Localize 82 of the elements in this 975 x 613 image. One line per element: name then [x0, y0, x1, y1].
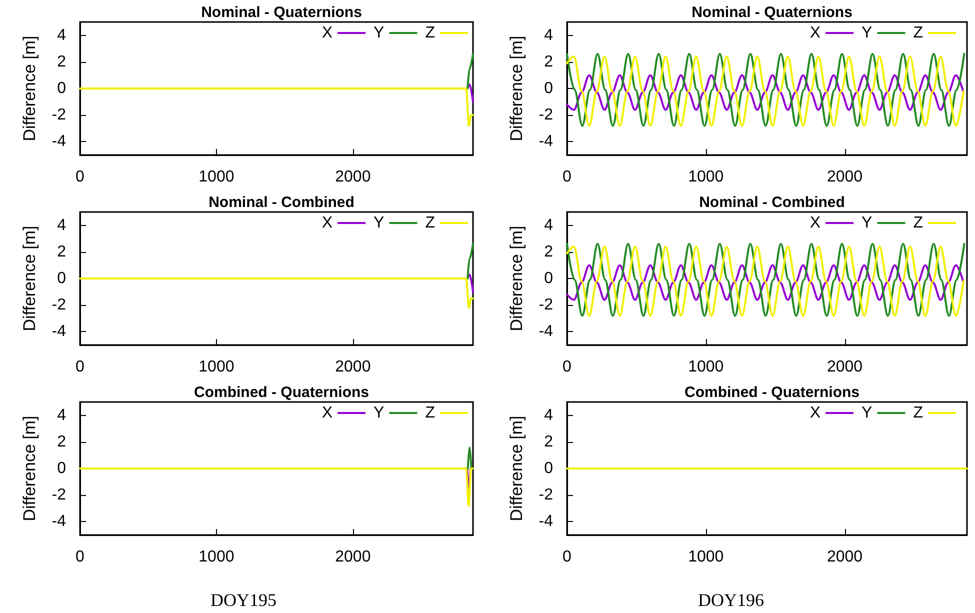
y-axis-title: Difference [m]	[20, 226, 39, 332]
y-tick-label: 4	[544, 406, 554, 424]
y-tick-label: 0	[544, 460, 554, 477]
y-tick-label: -4	[52, 133, 66, 150]
y-tick-label: -2	[538, 296, 554, 314]
x-tick-label: 1000	[198, 358, 234, 376]
x-tick-label: 2000	[335, 548, 371, 566]
x-tick-label: 1000	[688, 168, 724, 186]
y-tick-label: 2	[57, 53, 66, 70]
y-tick-label: 4	[544, 216, 554, 234]
x-tick-label: 2000	[335, 168, 371, 186]
x-tick-label: 0	[562, 168, 572, 186]
x-tick-label: 2000	[335, 358, 371, 376]
text: DOY196	[698, 590, 764, 610]
legend-label: X	[810, 214, 821, 232]
y-tick-label: 4	[544, 26, 554, 44]
x-tick-label: 1000	[198, 548, 234, 566]
y-tick-label: 2	[57, 433, 66, 450]
y-axis-title: Difference [m]	[507, 416, 526, 522]
x-tick-label: 1000	[688, 548, 724, 566]
legend-label: Z	[913, 24, 924, 42]
x-tick-label: 2000	[826, 358, 863, 376]
legend-label: X	[322, 214, 333, 232]
chart-title: Nominal - Combined	[208, 194, 354, 211]
y-tick-label: 2	[544, 243, 554, 260]
chart-title: Combined - Quaternions	[684, 384, 860, 401]
legend-label: Y	[374, 24, 385, 42]
y-tick-label: 2	[57, 243, 66, 260]
y-tick-label: 4	[57, 406, 66, 424]
x-tick-label: 0	[76, 168, 85, 186]
x-tick-label: 1000	[688, 358, 724, 376]
y-tick-label: -2	[538, 486, 554, 504]
y-tick-label: -4	[52, 323, 66, 340]
x-tick-label: 1000	[198, 168, 234, 186]
y-tick-label: -4	[538, 323, 554, 340]
y-tick-label: 0	[544, 270, 554, 287]
y-tick-label: 2	[544, 53, 554, 70]
legend-label: Z	[913, 404, 924, 422]
y-axis-title: Difference [m]	[507, 36, 526, 142]
y-tick-label: -2	[538, 106, 554, 124]
legend-label: X	[322, 404, 333, 422]
legend-label: X	[810, 404, 821, 422]
legend-label: Y	[862, 214, 873, 232]
y-tick-label: -2	[52, 106, 66, 124]
x-tick-label: 0	[76, 548, 85, 566]
y-tick-label: 0	[57, 80, 66, 97]
legend-label: Y	[862, 24, 873, 42]
legend-label: X	[810, 24, 821, 42]
x-tick-label: 2000	[826, 168, 863, 186]
legend-label: Z	[425, 404, 436, 422]
y-tick-label: -2	[52, 486, 66, 504]
legend-label: Y	[374, 404, 385, 422]
y-axis-title: Difference [m]	[20, 416, 39, 522]
y-tick-label: 4	[57, 26, 66, 44]
y-axis-title: Difference [m]	[20, 36, 39, 142]
y-tick-label: 0	[544, 80, 554, 97]
legend-label: Z	[913, 214, 924, 232]
y-tick-label: 4	[57, 216, 66, 234]
text: DOY195	[210, 590, 276, 610]
legend-label: Y	[374, 214, 385, 232]
chart-title: Combined - Quaternions	[194, 384, 370, 401]
y-axis-title: Difference [m]	[507, 226, 526, 332]
y-tick-label: 0	[57, 270, 66, 287]
chart-title: Nominal - Combined	[699, 194, 845, 211]
legend-label: X	[322, 24, 333, 42]
chart-title: Nominal - Quaternions	[692, 4, 852, 21]
line-series	[566, 74, 965, 111]
legend-label: Y	[862, 404, 873, 422]
x-tick-label: 0	[562, 358, 572, 376]
legend-label: Z	[425, 24, 436, 42]
line-series	[566, 264, 965, 301]
x-tick-label: 0	[562, 548, 572, 566]
y-tick-label: 0	[57, 460, 66, 477]
chart-title: Nominal - Quaternions	[201, 4, 362, 21]
legend-label: Z	[425, 214, 436, 232]
y-tick-label: -4	[538, 513, 554, 530]
y-tick-label: -4	[52, 513, 66, 530]
x-tick-label: 0	[76, 358, 85, 376]
y-tick-label: 2	[544, 433, 554, 450]
y-tick-label: -2	[52, 296, 66, 314]
y-tick-label: -4	[538, 133, 554, 150]
x-tick-label: 2000	[826, 548, 863, 566]
